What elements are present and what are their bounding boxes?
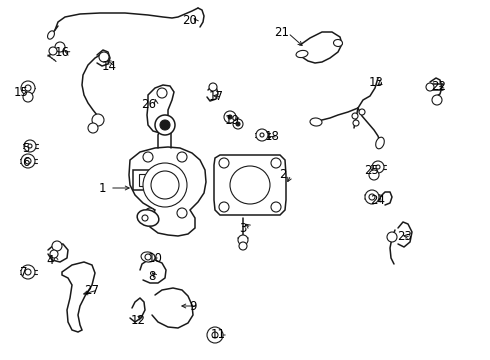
Ellipse shape xyxy=(376,137,384,149)
Text: 25: 25 xyxy=(365,163,379,176)
Circle shape xyxy=(352,113,358,119)
Circle shape xyxy=(155,115,175,135)
Text: 16: 16 xyxy=(54,46,70,59)
Circle shape xyxy=(219,202,229,212)
Text: 7: 7 xyxy=(20,266,28,279)
Text: 8: 8 xyxy=(148,270,156,284)
Circle shape xyxy=(219,158,229,168)
Text: 22: 22 xyxy=(432,80,446,93)
Circle shape xyxy=(387,232,397,242)
Circle shape xyxy=(21,154,35,168)
Circle shape xyxy=(369,194,375,200)
Circle shape xyxy=(24,140,36,152)
Ellipse shape xyxy=(310,118,322,126)
Circle shape xyxy=(376,165,380,169)
Circle shape xyxy=(224,111,236,123)
Circle shape xyxy=(25,85,31,91)
Circle shape xyxy=(145,254,151,260)
Text: 24: 24 xyxy=(370,194,386,207)
Circle shape xyxy=(359,109,365,115)
Circle shape xyxy=(177,152,187,162)
Ellipse shape xyxy=(334,40,343,46)
Polygon shape xyxy=(62,262,95,332)
Ellipse shape xyxy=(296,50,308,58)
Circle shape xyxy=(25,269,31,275)
Circle shape xyxy=(25,158,31,164)
Text: 21: 21 xyxy=(274,27,290,40)
Text: 3: 3 xyxy=(239,221,246,234)
Circle shape xyxy=(99,52,109,62)
Circle shape xyxy=(239,242,247,250)
Text: 11: 11 xyxy=(211,328,225,342)
Text: 10: 10 xyxy=(147,252,163,265)
Circle shape xyxy=(52,241,62,251)
Circle shape xyxy=(23,92,33,102)
Text: 9: 9 xyxy=(189,300,197,312)
Circle shape xyxy=(236,122,240,126)
Circle shape xyxy=(228,115,232,119)
Circle shape xyxy=(55,42,65,52)
Circle shape xyxy=(160,120,170,130)
Circle shape xyxy=(432,95,442,105)
Circle shape xyxy=(143,163,187,207)
Text: 13: 13 xyxy=(368,76,384,89)
Circle shape xyxy=(88,123,98,133)
Text: 12: 12 xyxy=(130,314,146,327)
Polygon shape xyxy=(214,155,286,215)
Circle shape xyxy=(50,250,58,258)
Circle shape xyxy=(177,208,187,218)
Circle shape xyxy=(21,81,35,95)
Text: 15: 15 xyxy=(14,85,28,99)
Circle shape xyxy=(142,215,148,221)
Text: 1: 1 xyxy=(98,181,106,194)
Circle shape xyxy=(233,119,243,129)
Text: 27: 27 xyxy=(84,284,99,297)
Circle shape xyxy=(207,327,223,343)
Text: 19: 19 xyxy=(224,113,240,126)
Text: 5: 5 xyxy=(23,141,30,154)
Text: 20: 20 xyxy=(183,14,197,27)
Circle shape xyxy=(369,170,379,180)
Circle shape xyxy=(426,83,434,91)
Ellipse shape xyxy=(141,252,155,262)
Text: 2: 2 xyxy=(279,168,287,181)
Circle shape xyxy=(143,152,153,162)
Text: 23: 23 xyxy=(397,230,413,243)
Circle shape xyxy=(21,265,35,279)
Text: 6: 6 xyxy=(22,157,30,170)
Circle shape xyxy=(209,83,217,91)
Ellipse shape xyxy=(48,31,54,39)
Polygon shape xyxy=(147,85,174,133)
Circle shape xyxy=(271,158,281,168)
Text: 4: 4 xyxy=(46,253,54,266)
Text: 17: 17 xyxy=(209,90,223,104)
Circle shape xyxy=(49,47,57,55)
Circle shape xyxy=(260,133,264,137)
Circle shape xyxy=(157,88,167,98)
Circle shape xyxy=(145,208,155,218)
Circle shape xyxy=(271,202,281,212)
Circle shape xyxy=(92,114,104,126)
Text: 26: 26 xyxy=(142,98,156,111)
Bar xyxy=(133,170,155,190)
Bar xyxy=(139,174,149,186)
Polygon shape xyxy=(129,147,206,236)
Circle shape xyxy=(353,120,359,126)
Ellipse shape xyxy=(137,210,159,226)
Circle shape xyxy=(238,235,248,245)
Circle shape xyxy=(365,190,379,204)
Circle shape xyxy=(256,129,268,141)
Ellipse shape xyxy=(230,166,270,204)
Text: 18: 18 xyxy=(265,130,279,144)
Circle shape xyxy=(28,144,32,148)
Circle shape xyxy=(372,161,384,173)
Circle shape xyxy=(151,171,179,199)
Text: 14: 14 xyxy=(101,60,117,73)
Circle shape xyxy=(212,332,218,338)
